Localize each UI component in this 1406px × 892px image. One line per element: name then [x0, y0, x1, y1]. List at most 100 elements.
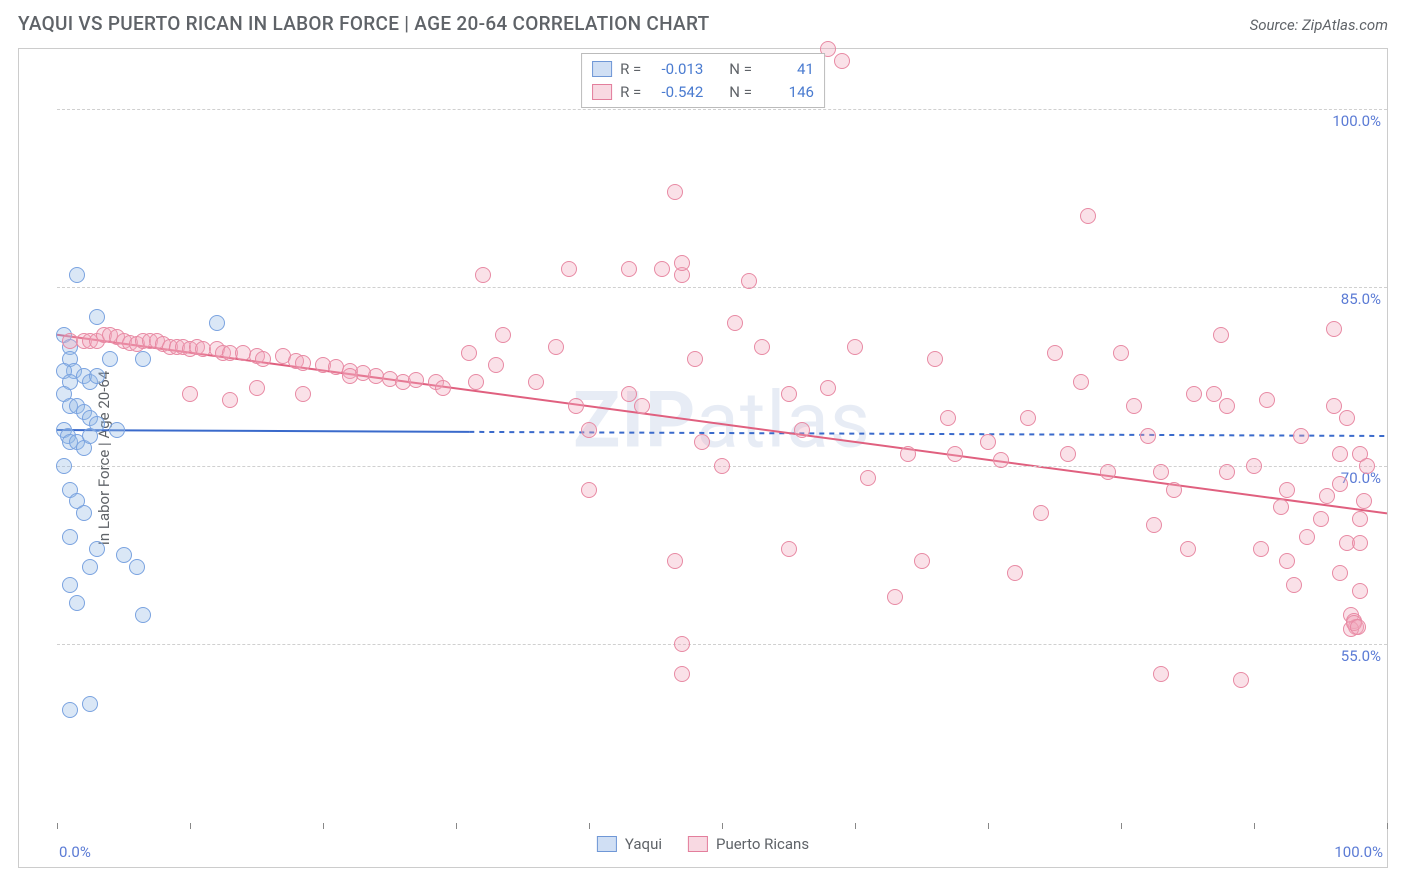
- point-pr: [1332, 565, 1348, 581]
- trend-overlay: [57, 49, 1387, 823]
- plot-area: ZIPatlas 55.0%70.0%85.0%100.0%: [57, 49, 1387, 823]
- x-tick: [855, 823, 856, 829]
- point-pr: [687, 351, 703, 367]
- point-yaqui: [116, 547, 132, 563]
- point-yaqui: [69, 595, 85, 611]
- series-legend: Yaqui Puerto Ricans: [597, 835, 809, 853]
- point-pr: [295, 355, 311, 371]
- legend-label-yaqui: Yaqui: [625, 835, 662, 853]
- point-pr: [1332, 446, 1348, 462]
- point-pr: [914, 553, 930, 569]
- legend-swatch-yaqui: [597, 836, 617, 852]
- point-yaqui: [129, 559, 145, 575]
- point-pr: [1279, 482, 1295, 498]
- point-pr: [1279, 553, 1295, 569]
- chart-title: YAQUI VS PUERTO RICAN IN LABOR FORCE | A…: [18, 12, 709, 35]
- point-pr: [1073, 374, 1089, 390]
- point-pr: [674, 636, 690, 652]
- point-pr: [947, 446, 963, 462]
- point-pr: [727, 315, 743, 331]
- point-pr: [1352, 511, 1368, 527]
- point-pr: [1299, 529, 1315, 545]
- point-pr: [1186, 386, 1202, 402]
- point-pr: [820, 380, 836, 396]
- stats-row-yaqui: R = -0.013 N = 41: [592, 58, 814, 81]
- point-yaqui: [109, 422, 125, 438]
- x-tick: [1387, 823, 1388, 829]
- point-pr: [1219, 464, 1235, 480]
- x-tick: [456, 823, 457, 829]
- point-pr: [1219, 398, 1235, 414]
- point-pr: [900, 446, 916, 462]
- point-pr: [249, 380, 265, 396]
- point-pr: [1206, 386, 1222, 402]
- point-pr: [1047, 345, 1063, 361]
- point-pr: [1180, 541, 1196, 557]
- point-pr: [1007, 565, 1023, 581]
- point-pr: [1060, 446, 1076, 462]
- gridline: [57, 644, 1387, 645]
- point-pr: [1352, 583, 1368, 599]
- point-pr: [295, 386, 311, 402]
- gridline: [57, 109, 1387, 110]
- point-pr: [674, 255, 690, 271]
- point-pr: [781, 386, 797, 402]
- point-pr: [714, 458, 730, 474]
- point-pr: [1153, 666, 1169, 682]
- point-pr: [927, 351, 943, 367]
- y-tick-label: 100.0%: [1332, 112, 1381, 130]
- x-tick: [57, 823, 58, 829]
- point-yaqui: [69, 267, 85, 283]
- point-pr: [667, 184, 683, 200]
- point-pr: [1100, 464, 1116, 480]
- legend-swatch-pr: [688, 836, 708, 852]
- point-pr: [1359, 458, 1375, 474]
- source-label: Source: ZipAtlas.com: [1250, 16, 1388, 34]
- point-yaqui: [89, 541, 105, 557]
- point-pr: [781, 541, 797, 557]
- point-pr: [634, 398, 650, 414]
- point-pr: [1166, 482, 1182, 498]
- point-pr: [1352, 535, 1368, 551]
- point-pr: [621, 386, 637, 402]
- x-tick: [190, 823, 191, 829]
- r-pr: -0.542: [649, 81, 703, 104]
- point-pr: [408, 372, 424, 388]
- point-yaqui: [135, 351, 151, 367]
- swatch-yaqui: [592, 61, 612, 77]
- point-pr: [847, 339, 863, 355]
- r-yaqui: -0.013: [649, 58, 703, 81]
- point-pr: [741, 273, 757, 289]
- x-tick: [323, 823, 324, 829]
- point-pr: [694, 434, 710, 450]
- x-tick: [589, 823, 590, 829]
- x-tick: [722, 823, 723, 829]
- point-pr: [1313, 511, 1329, 527]
- point-pr: [1113, 345, 1129, 361]
- point-pr: [1140, 428, 1156, 444]
- point-yaqui: [62, 702, 78, 718]
- point-pr: [993, 452, 1009, 468]
- point-pr: [754, 339, 770, 355]
- point-pr: [475, 267, 491, 283]
- point-yaqui: [56, 458, 72, 474]
- point-pr: [581, 482, 597, 498]
- point-pr: [342, 368, 358, 384]
- point-pr: [1326, 321, 1342, 337]
- point-pr: [654, 261, 670, 277]
- legend-label-pr: Puerto Ricans: [716, 835, 809, 853]
- point-pr: [1339, 410, 1355, 426]
- x-tick: [1121, 823, 1122, 829]
- point-pr: [1033, 505, 1049, 521]
- point-pr: [528, 374, 544, 390]
- point-pr: [940, 410, 956, 426]
- point-pr: [834, 53, 850, 69]
- point-yaqui: [82, 428, 98, 444]
- chart-container: In Labor Force | Age 20-64 ZIPatlas 55.0…: [18, 48, 1388, 868]
- point-pr: [887, 589, 903, 605]
- point-pr: [1246, 458, 1262, 474]
- point-yaqui: [82, 559, 98, 575]
- point-pr: [674, 666, 690, 682]
- point-pr: [1286, 577, 1302, 593]
- point-pr: [488, 357, 504, 373]
